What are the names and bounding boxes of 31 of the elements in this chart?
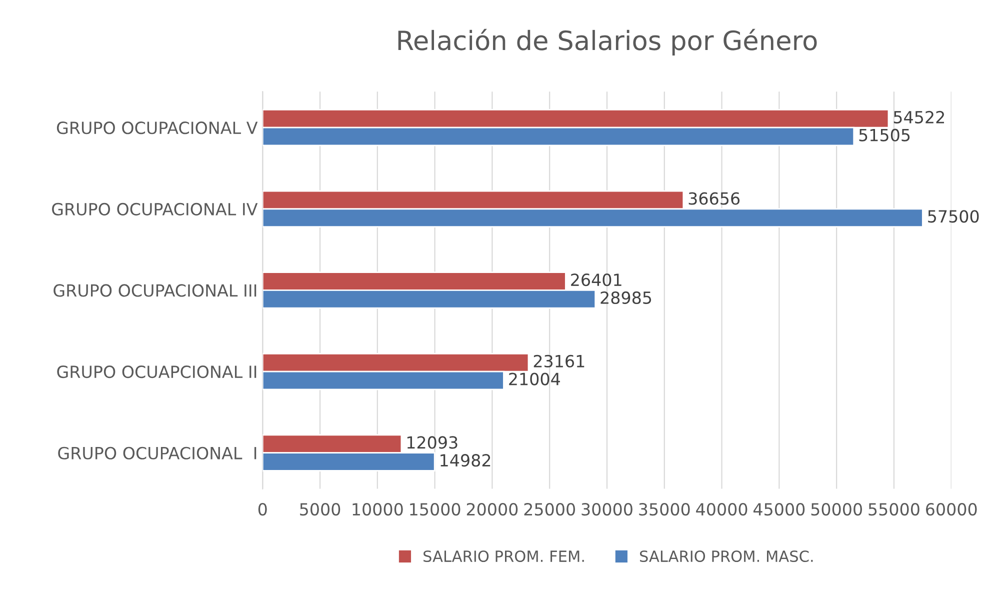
data-label: 12093	[407, 436, 458, 449]
x-tick-label: 25000	[524, 502, 575, 516]
x-tick-label: 10000	[352, 502, 403, 516]
x-tick-label: 55000	[868, 502, 920, 516]
data-label: 26401	[571, 274, 622, 286]
legend-label: SALARIO PROM. MASC.	[640, 550, 813, 562]
x-tick-label: 30000	[582, 502, 632, 516]
x-tick-label: 15000	[410, 502, 460, 516]
data-label: 28985	[600, 291, 652, 304]
data-label: 36656	[688, 192, 740, 205]
x-tick-label: 5000	[300, 502, 340, 516]
y-tick-label: GRUPO OCUPACIONAL V	[56, 122, 258, 134]
x-tick-label: 45000	[753, 502, 805, 516]
data-label: 51505	[859, 128, 910, 142]
data-label: 14982	[440, 454, 490, 467]
y-tick-label: GRUPO OCUPACIONAL I	[58, 446, 256, 460]
x-tick-label: 50000	[811, 502, 862, 516]
legend-label: SALARIO PROM. FEM.	[424, 550, 584, 562]
data-label: 23161	[534, 354, 584, 368]
data-label: 57500	[928, 210, 979, 223]
x-tick-label: 35000	[639, 502, 690, 516]
y-tick-label: GRUPO OCUAPCIONAL II	[57, 366, 256, 378]
y-tick-label: GRUPO OCUPACIONAL III	[54, 284, 256, 297]
data-label: 54522	[894, 110, 944, 124]
data-label: 21004	[509, 372, 560, 386]
y-tick-label: GRUPO OCUPACIONAL IV	[52, 202, 258, 216]
chart-title: Relación de Salarios por Género	[398, 28, 817, 56]
x-tick-label: 0	[258, 502, 267, 516]
x-tick-label: 40000	[696, 502, 748, 516]
x-tick-label: 20000	[466, 502, 518, 516]
x-tick-label: 60000	[926, 502, 977, 516]
